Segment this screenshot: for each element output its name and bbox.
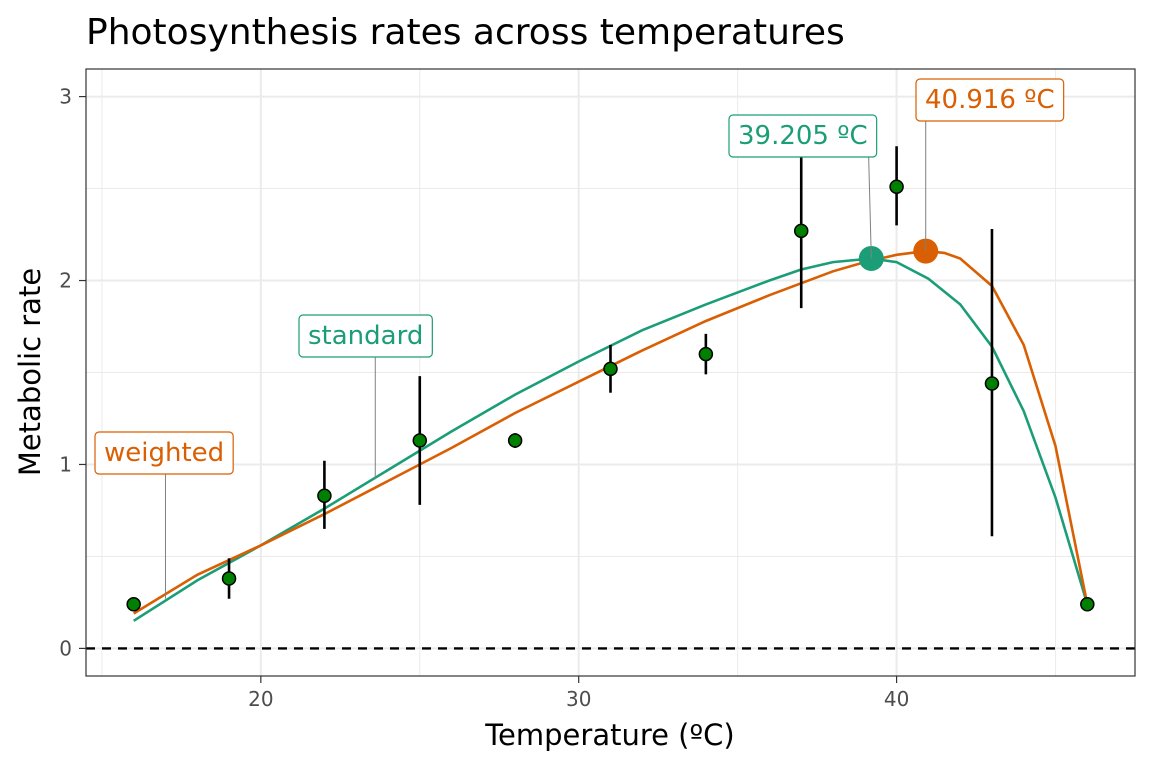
chart-title: Photosynthesis rates across temperatures <box>86 12 845 53</box>
data-point <box>889 179 904 194</box>
data-point <box>507 433 523 448</box>
data-point <box>698 346 714 362</box>
y-axis: 0 1 2 3 <box>59 85 86 660</box>
curve-standard <box>133 257 1089 622</box>
annotation-text: 39.205 ºC <box>738 121 868 151</box>
data-point <box>603 361 618 377</box>
x-tick-label: 40 <box>884 687 909 711</box>
data-point <box>412 433 428 448</box>
annotation-text: weighted <box>104 438 224 468</box>
x-tick-label: 30 <box>566 687 591 711</box>
annotation-label: 39.205 ºC <box>728 114 878 158</box>
annotation-label: weighted <box>94 431 234 475</box>
annotations: weighted standard 39.205 ºC 40.916 ºC <box>94 78 1065 599</box>
fitted-curves <box>133 249 1089 622</box>
y-tick-label: 2 <box>59 269 72 293</box>
data-point <box>1080 597 1095 612</box>
data-point <box>221 571 237 586</box>
curve-weighted <box>133 249 1089 615</box>
x-tick-label: 20 <box>248 687 273 711</box>
annotation-box <box>915 78 1065 122</box>
annotation-box <box>298 314 433 358</box>
annotation-box <box>728 114 878 158</box>
annotation-text: standard <box>308 321 423 351</box>
annotation-box <box>94 431 234 475</box>
data-point <box>126 597 141 612</box>
panel-border <box>85 68 1136 677</box>
annotation-text: 40.916 ºC <box>925 85 1055 115</box>
y-tick-label: 0 <box>59 636 72 660</box>
data-point <box>793 223 809 239</box>
x-axis: 20 30 40 <box>248 676 909 711</box>
annotation-leader <box>868 156 872 259</box>
annotation-label: standard <box>298 314 433 358</box>
y-tick-label: 1 <box>59 452 72 476</box>
data-points <box>126 179 1095 612</box>
x-axis-title: Temperature (ºC) <box>484 718 734 752</box>
annotation-label: 40.916 ºC <box>915 78 1065 122</box>
data-point <box>317 488 332 503</box>
y-axis-title: Metabolic rate <box>13 268 47 476</box>
data-point <box>984 376 1000 391</box>
y-tick-label: 3 <box>59 85 72 109</box>
